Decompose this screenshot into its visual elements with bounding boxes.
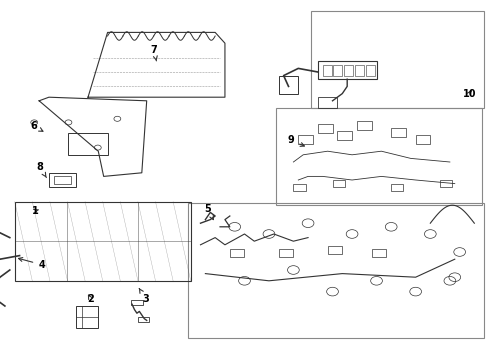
Text: 7: 7	[150, 45, 157, 61]
Bar	[415, 135, 429, 144]
Bar	[356, 121, 371, 130]
Bar	[131, 300, 143, 305]
Text: 9: 9	[287, 135, 304, 146]
Bar	[310, 11, 483, 108]
Bar	[276, 108, 481, 205]
Text: 10: 10	[462, 89, 475, 99]
Bar	[365, 65, 374, 76]
Text: 2: 2	[87, 294, 94, 304]
Bar	[344, 65, 352, 76]
Text: 6: 6	[30, 121, 43, 131]
Bar	[49, 173, 76, 187]
Bar	[333, 65, 342, 76]
Bar	[317, 97, 337, 108]
Bar	[15, 202, 190, 281]
Bar	[332, 180, 344, 187]
Bar	[317, 124, 332, 133]
Bar	[68, 133, 107, 155]
Bar	[138, 317, 148, 322]
Bar	[298, 135, 312, 144]
Bar	[54, 176, 71, 184]
Bar	[322, 65, 331, 76]
Text: 5: 5	[204, 204, 213, 220]
Bar	[76, 306, 98, 328]
Bar	[439, 180, 451, 187]
Text: 1: 1	[32, 206, 39, 216]
Bar	[278, 76, 298, 94]
Bar	[188, 203, 483, 338]
Bar	[354, 65, 363, 76]
Text: 4: 4	[19, 257, 45, 270]
Bar	[278, 249, 293, 257]
Text: 8: 8	[37, 162, 46, 177]
Bar	[327, 246, 342, 254]
Bar	[229, 249, 244, 257]
Bar	[337, 131, 351, 140]
Bar	[390, 128, 405, 137]
Bar	[317, 61, 376, 79]
Bar	[293, 184, 305, 191]
Text: 3: 3	[139, 289, 149, 304]
Bar	[371, 249, 386, 257]
Bar	[390, 184, 403, 191]
